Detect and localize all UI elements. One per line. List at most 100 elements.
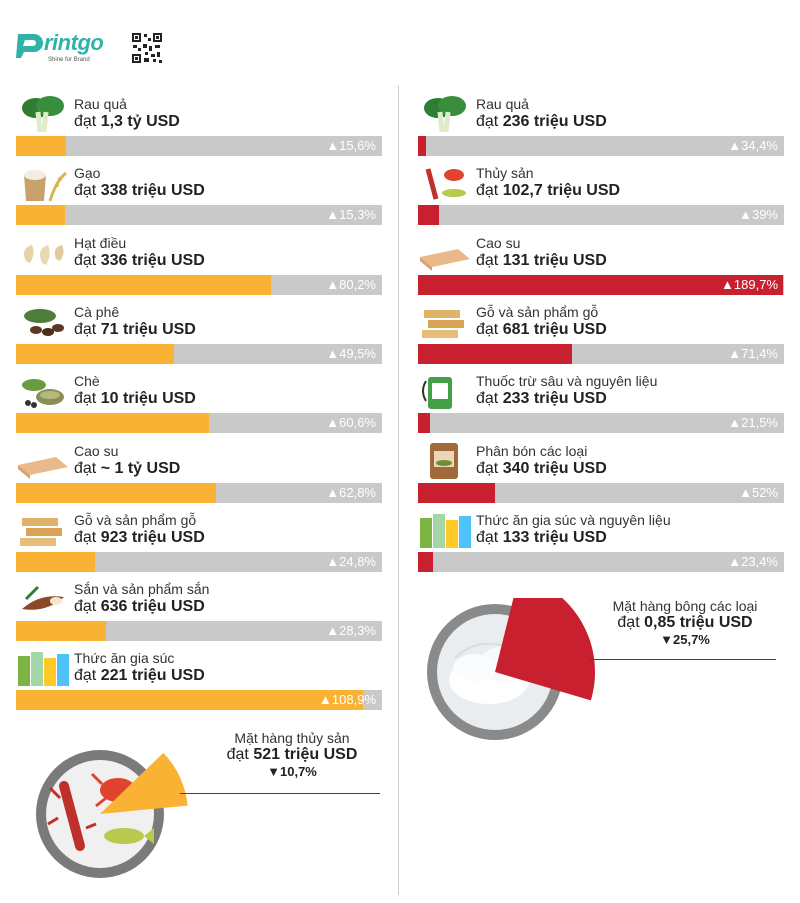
up-arrow-icon: ▲ <box>326 345 340 361</box>
category-label: Gạo <box>74 165 101 182</box>
up-arrow-icon: ▲ <box>326 553 340 569</box>
bar-fill <box>16 690 363 711</box>
coffee-icon <box>16 302 70 342</box>
seafood-change: ▼10,7% <box>267 764 317 779</box>
bar-item: Phân bón các loại đạt 340 triệu USD ▲52% <box>418 441 784 505</box>
up-arrow-icon: ▲ <box>319 692 332 708</box>
bar-fill <box>16 551 95 572</box>
rice-icon <box>16 163 70 203</box>
seafood-icon <box>418 163 472 203</box>
bar-item: Rau quả đạt 1,3 tỷ USD ▲15,6% <box>16 94 382 158</box>
amount-label: đạt 923 triệu USD <box>74 528 205 546</box>
printgo-logo-icon <box>16 34 43 58</box>
growth-label: ▲189,7% <box>721 276 778 292</box>
amount-label: đạt 1,3 tỷ USD <box>74 113 180 130</box>
amount-label: đạt 133 triệu USD <box>476 528 607 546</box>
bar-fill <box>16 621 107 642</box>
rubber-icon <box>418 233 472 273</box>
category-label: Rau quả <box>74 96 127 112</box>
animal-feed-icon <box>418 510 472 550</box>
bar-track: ▲80,2% <box>16 274 382 295</box>
up-arrow-icon: ▲ <box>326 207 340 223</box>
amount-label: đạt 221 triệu USD <box>74 667 205 685</box>
bar-track: ▲39% <box>418 205 784 226</box>
wood-icon <box>16 510 70 550</box>
up-arrow-icon: ▲ <box>728 345 742 361</box>
category-label: Thức ăn gia súc <box>74 650 175 667</box>
growth-label: ▲71,4% <box>728 345 778 361</box>
bar-fill <box>16 136 66 156</box>
category-label: Cao su <box>476 234 521 251</box>
bar-track: ▲15,6% <box>16 136 382 156</box>
bar-track: ▲21,5% <box>418 413 784 434</box>
amount-label: đạt 338 triệu USD <box>74 182 205 200</box>
bar-item: Hạt điều đạt 336 triệu USD ▲80,2% <box>16 233 382 297</box>
growth-label: ▲80,2% <box>326 276 376 292</box>
rubber-icon <box>16 441 70 481</box>
bar-track: ▲28,3% <box>16 621 382 642</box>
bar-item: Gạo đạt 338 triệu USD ▲15,3% <box>16 163 382 227</box>
amount-label: đạt ~ 1 tỷ USD <box>74 459 181 477</box>
cotton-label: Mặt hàng bông các loại <box>612 598 758 614</box>
bar-fill <box>16 413 209 434</box>
bar-fill <box>16 343 174 364</box>
bar-track: ▲52% <box>418 482 784 503</box>
bar-track: ▲24,8% <box>16 551 382 572</box>
bar-item: Chè đạt 10 triệu USD ▲60,6% <box>16 371 382 435</box>
bar-fill <box>418 343 573 364</box>
category-label: Thủy sản <box>476 165 534 182</box>
bar-fill <box>16 205 65 226</box>
up-arrow-icon: ▲ <box>326 623 340 639</box>
cotton-amount: đạt 0,85 triệu USD <box>617 614 753 631</box>
bar-track: ▲189,7% <box>418 274 784 295</box>
bar-item: Rau quả đạt 236 triệu USD ▲34,4% <box>418 94 784 158</box>
bar-item: Thủy sản đạt 102,7 triệu USD ▲39% <box>418 163 784 227</box>
up-arrow-icon: ▲ <box>739 207 752 223</box>
amount-label: đạt 233 triệu USD <box>476 390 607 408</box>
fertilizer-icon <box>418 441 472 481</box>
bar-track: ▲23,4% <box>418 551 784 572</box>
seafood-callout: Mặt hàng thủy sản đạt 521 triệu USD ▼10,… <box>212 730 372 779</box>
amount-label: đạt 236 triệu USD <box>476 113 607 130</box>
bar-fill <box>16 482 216 503</box>
brand-tagline: Shine for Brand <box>48 57 90 63</box>
bar-track: ▲60,6% <box>16 413 382 434</box>
up-arrow-icon: ▲ <box>326 138 340 153</box>
bar-item: Sắn và sản phẩm sắn đạt 636 triệu USD ▲28,… <box>16 579 382 643</box>
bar-fill <box>418 551 434 572</box>
cotton-decrease-wedge <box>495 574 595 701</box>
growth-label: ▲15,3% <box>326 207 376 223</box>
bar-item: Cao su đạt ~ 1 tỷ USD ▲62,8% <box>16 441 382 505</box>
cashew-icon <box>16 233 70 273</box>
growth-label: ▲60,6% <box>326 415 376 431</box>
bar-fill <box>418 205 440 226</box>
category-label: Phân bón các loại <box>476 442 588 459</box>
growth-label: ▲21,5% <box>728 415 778 431</box>
qr-code-icon <box>131 32 163 64</box>
bar-item: Cao su đạt 131 triệu USD ▲189,7% <box>418 233 784 297</box>
seafood-amount: đạt 521 triệu USD <box>226 746 358 763</box>
bar-fill <box>418 413 430 434</box>
animal-feed-icon <box>16 648 70 688</box>
growth-label: ▲24,8% <box>326 553 376 569</box>
seafood-leader-line <box>180 793 380 794</box>
fish-icon <box>104 828 154 844</box>
up-arrow-icon: ▲ <box>728 553 742 569</box>
category-label: Gỗ và sản phẩm gỗ <box>476 303 599 320</box>
seafood-pie <box>20 728 190 898</box>
category-label: Hạt điều <box>74 234 127 251</box>
tea-icon <box>16 371 70 411</box>
amount-label: đạt 10 triệu USD <box>74 390 196 408</box>
bar-track: ▲62,8% <box>16 482 382 503</box>
bar-item: Gỗ và sản phẩm gỗ đạt 923 triệu USD ▲24,8% <box>16 510 382 574</box>
cotton-pie <box>415 574 605 758</box>
amount-label: đạt 681 triệu USD <box>476 320 607 338</box>
cotton-leader-line <box>590 659 776 660</box>
bar-fill <box>418 482 496 503</box>
seafood-label: Mặt hàng thủy sản <box>234 730 350 746</box>
category-label: Thức ăn gia súc và nguyên liệu <box>476 511 671 528</box>
amount-label: đạt 636 triệu USD <box>74 598 205 616</box>
seafood-icon <box>36 750 188 878</box>
cotton-icon <box>427 574 595 740</box>
category-label: Sắn và sản phẩm sắn <box>74 581 210 598</box>
